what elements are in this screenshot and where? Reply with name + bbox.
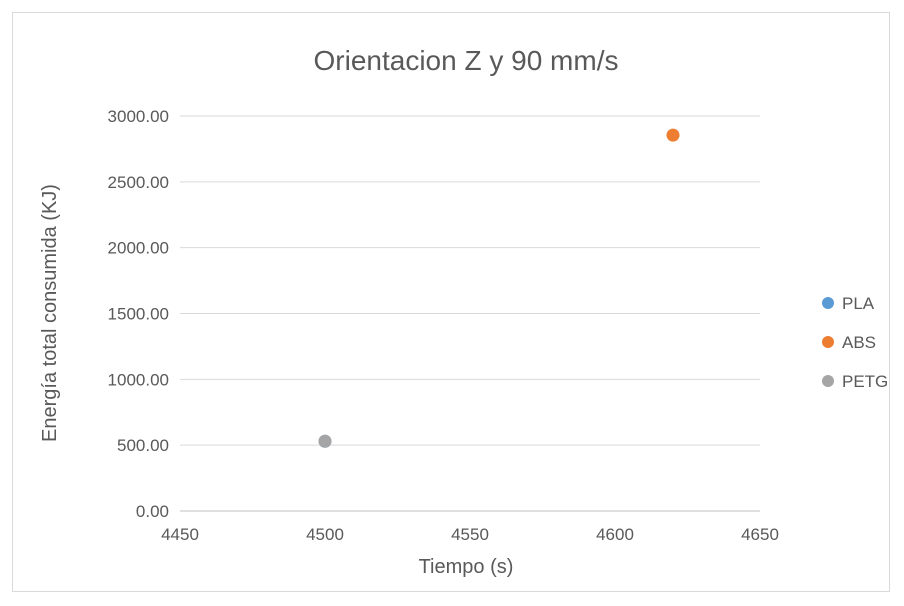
gridlines [180, 115, 760, 512]
legend: PLA ABS PETG [822, 294, 888, 391]
y-tick-label: 1000.00 [108, 370, 169, 389]
y-axis-label: Energía total consumida (KJ) [39, 184, 61, 442]
y-tick-label: 0.00 [136, 502, 169, 521]
chart-frame [12, 12, 890, 592]
data-point-petg [318, 434, 332, 448]
data-points [318, 128, 680, 448]
data-point-abs [666, 128, 680, 142]
x-axis-label: Tiempo (s) [419, 556, 514, 578]
x-tick-label: 4650 [741, 525, 779, 544]
legend-marker-abs [822, 336, 834, 348]
x-tick-labels: 4450 4500 4550 4600 4650 [161, 525, 779, 544]
x-tick-label: 4450 [161, 525, 199, 544]
x-tick-label: 4600 [596, 525, 634, 544]
chart-title: Orientacion Z y 90 mm/s [314, 45, 619, 76]
x-tick-label: 4550 [451, 525, 489, 544]
y-tick-label: 2000.00 [108, 239, 169, 258]
y-tick-labels: 0.00 500.00 1000.00 1500.00 2000.00 2500.00 30… [108, 107, 169, 521]
legend-label-pla: PLA [842, 294, 875, 313]
legend-marker-petg [822, 375, 834, 387]
legend-label-petg: PETG [842, 372, 888, 391]
legend-label-abs: ABS [842, 333, 876, 352]
x-tick-label: 4500 [306, 525, 344, 544]
y-tick-label: 3000.00 [108, 107, 169, 126]
legend-marker-pla [822, 297, 834, 309]
y-tick-label: 2500.00 [108, 173, 169, 192]
y-tick-label: 500.00 [117, 436, 169, 455]
y-tick-label: 1500.00 [108, 305, 169, 324]
